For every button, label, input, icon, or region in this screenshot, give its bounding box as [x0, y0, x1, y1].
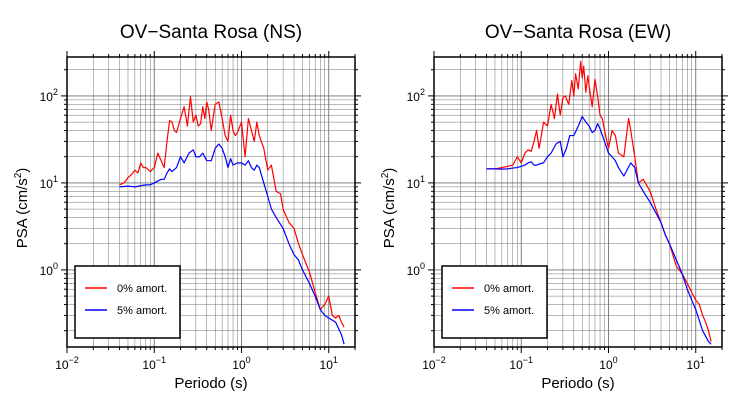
y-axis-label: PSA (cm/s2) — [380, 168, 398, 249]
series-line — [119, 96, 345, 328]
x-tick-label: 100 — [232, 355, 250, 372]
x-tick-label: 10−2 — [422, 355, 446, 372]
legend-label: 0% amort. — [117, 283, 167, 295]
legend-label: 5% amort. — [117, 305, 167, 317]
x-tick-label: 101 — [687, 355, 705, 372]
plot-frame — [433, 56, 723, 348]
plot-frame — [66, 56, 356, 348]
x-axis-label: Periodo (s) — [174, 375, 247, 392]
x-tick-label: 101 — [320, 355, 338, 372]
y-tick-label: 100 — [40, 261, 58, 278]
chart-panel: OV−Santa Rosa (NS) 10−2 10−1 100 101 100 101 10… — [13, 22, 361, 392]
legend-label: 0% amort. — [484, 283, 534, 295]
legend-label: 5% amort. — [484, 305, 534, 317]
y-axis-label: PSA (cm/s2) — [13, 168, 31, 249]
y-tick-label: 102 — [407, 87, 425, 104]
y-tick-label: 100 — [407, 261, 425, 278]
x-tick-label: 10−2 — [55, 355, 79, 372]
legend-box — [74, 265, 181, 339]
y-tick-label: 102 — [40, 87, 58, 104]
x-axis-label: Periodo (s) — [541, 375, 614, 392]
x-tick-label: 10−1 — [142, 355, 166, 372]
y-tick-label: 101 — [407, 174, 425, 191]
legend: 0% amort. 5% amort. — [441, 265, 548, 339]
x-tick-label: 10−1 — [509, 355, 533, 372]
chart-title: OV−Santa Rosa (EW) — [485, 22, 671, 43]
series-line — [119, 143, 345, 345]
legend: 0% amort. 5% amort. — [74, 265, 181, 339]
series-line — [486, 115, 712, 345]
chart-panel: OV−Santa Rosa (EW) 10−2 10−1 100 101 100 101 10… — [380, 22, 728, 392]
y-tick-label: 101 — [40, 174, 58, 191]
chart-title: OV−Santa Rosa (NS) — [120, 22, 302, 43]
x-tick-label: 100 — [599, 355, 617, 372]
legend-box — [441, 265, 548, 339]
